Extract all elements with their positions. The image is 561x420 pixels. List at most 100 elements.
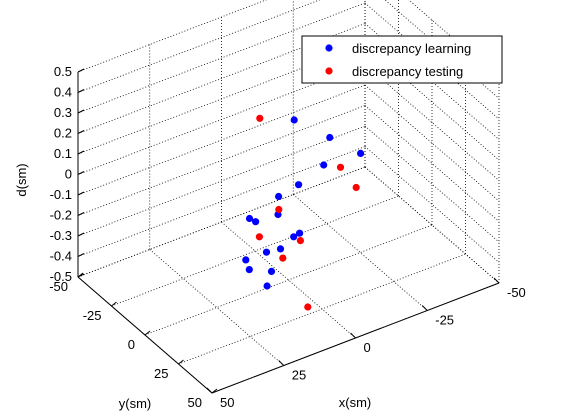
z-tick-label: 0 xyxy=(65,167,72,182)
legend-marker-testing xyxy=(325,67,333,75)
y-tick-mark xyxy=(144,330,151,336)
data-points xyxy=(242,114,365,311)
testing-point xyxy=(336,163,345,171)
legend: discrepancy learning discrepancy testing xyxy=(301,35,503,84)
floor-grid-line xyxy=(292,194,428,311)
wall-grid-line xyxy=(364,166,500,284)
z-axis-label: d(sm) xyxy=(14,163,29,196)
wall-grid-line xyxy=(77,23,366,134)
learning-point xyxy=(275,192,283,201)
wall-grid-line xyxy=(364,43,500,161)
testing-point xyxy=(304,303,312,311)
floor-grid-line xyxy=(221,221,356,339)
legend-marker-learning xyxy=(325,44,333,52)
z-tick-mark xyxy=(77,130,85,134)
z-tick-label: 0.2 xyxy=(54,126,72,141)
wall-grid-line xyxy=(364,2,500,120)
x-tick-mark xyxy=(350,332,356,339)
wall-grid-line xyxy=(77,166,366,278)
learning-point xyxy=(252,218,260,226)
testing-point xyxy=(279,254,287,262)
z-tick-label: 0.4 xyxy=(54,85,72,100)
learning-point xyxy=(242,256,250,264)
learning-point xyxy=(262,248,271,256)
learning-point xyxy=(326,133,334,142)
x-tick-label: 0 xyxy=(364,340,371,355)
x-tick-label: 50 xyxy=(220,395,234,410)
learning-point xyxy=(320,161,328,169)
wall-grid-line xyxy=(77,146,366,257)
x-tick-mark xyxy=(278,360,285,366)
wall-grid-line xyxy=(77,0,267,73)
legend-box xyxy=(301,35,503,84)
wall-grid-line xyxy=(77,2,366,114)
wall-grid-line xyxy=(77,125,366,237)
z-tick-mark xyxy=(77,109,85,114)
wall-grid-line xyxy=(77,43,366,155)
testing-point xyxy=(275,205,283,214)
z-tick-label: -0.3 xyxy=(50,228,72,243)
legend-label-testing: discrepancy testing xyxy=(352,64,463,79)
z-tick-mark xyxy=(77,68,85,73)
y-tick-label: 50 xyxy=(188,395,202,410)
z-tick-mark xyxy=(77,171,85,175)
wall-grid-line xyxy=(364,84,500,202)
wall-grid-line xyxy=(364,105,500,222)
tick-labels: 0.50.40.30.20.10-0.1-0.2-0.3-0.4-0.5-50-… xyxy=(49,64,526,410)
learning-point xyxy=(276,245,285,253)
wall-grid-line xyxy=(77,0,321,93)
x-tick-mark xyxy=(493,277,500,284)
learning-point xyxy=(267,267,276,275)
z-tick-mark xyxy=(77,89,85,93)
learning-point xyxy=(263,282,271,290)
floor-grid-line xyxy=(149,249,285,366)
z-tick-label: 0.3 xyxy=(54,105,72,120)
learning-point xyxy=(290,233,298,241)
z-tick-label: 0.5 xyxy=(54,64,72,79)
y-tick-mark xyxy=(111,301,117,307)
testing-point xyxy=(255,233,263,241)
testing-point xyxy=(352,183,360,192)
z-tick-mark xyxy=(77,253,85,257)
x-tick-label: -50 xyxy=(507,285,526,300)
z-tick-mark xyxy=(77,191,85,196)
floor-grid-line xyxy=(144,224,433,336)
wall-grid-line xyxy=(77,105,366,216)
z-tick-label: 0.1 xyxy=(54,146,72,161)
learning-point xyxy=(245,266,253,274)
floor-grid-line xyxy=(178,253,466,365)
floor-grid-line xyxy=(111,195,399,307)
x-tick-label: 25 xyxy=(292,368,306,383)
learning-point xyxy=(245,214,254,223)
learning-point xyxy=(295,181,303,189)
z-tick-mark xyxy=(77,150,85,155)
wall-grid-line xyxy=(364,125,500,243)
learning-point xyxy=(296,229,304,237)
wall-grid-line xyxy=(364,146,500,263)
z-tick-mark xyxy=(77,232,85,237)
wall-grid-line xyxy=(364,23,500,140)
axis-layer xyxy=(77,68,500,394)
z-tick-label: -0.2 xyxy=(50,208,72,223)
wall-grid-line xyxy=(77,84,366,196)
learning-point xyxy=(290,116,298,124)
x-tick-label: -25 xyxy=(435,313,454,328)
z-tick-label: -0.5 xyxy=(50,269,72,284)
y-tick-mark xyxy=(211,388,218,394)
wall-grid-line xyxy=(77,64,366,175)
legend-label-learning: discrepancy learning xyxy=(352,41,471,56)
z-tick-mark xyxy=(77,212,85,216)
y-tick-label: 0 xyxy=(128,337,135,352)
y-tick-label: -25 xyxy=(83,308,102,323)
y-tick-label: -50 xyxy=(49,279,68,294)
y-tick-mark xyxy=(77,272,84,278)
testing-point xyxy=(296,237,304,245)
y-axis-label: y(sm) xyxy=(119,396,152,411)
testing-point xyxy=(256,114,264,122)
z-tick-label: -0.1 xyxy=(50,187,72,202)
x-axis-label: x(sm) xyxy=(339,395,372,410)
z-tick-label: -0.4 xyxy=(50,249,72,264)
x-tick-mark xyxy=(421,305,428,311)
y-tick-mark xyxy=(178,359,184,365)
